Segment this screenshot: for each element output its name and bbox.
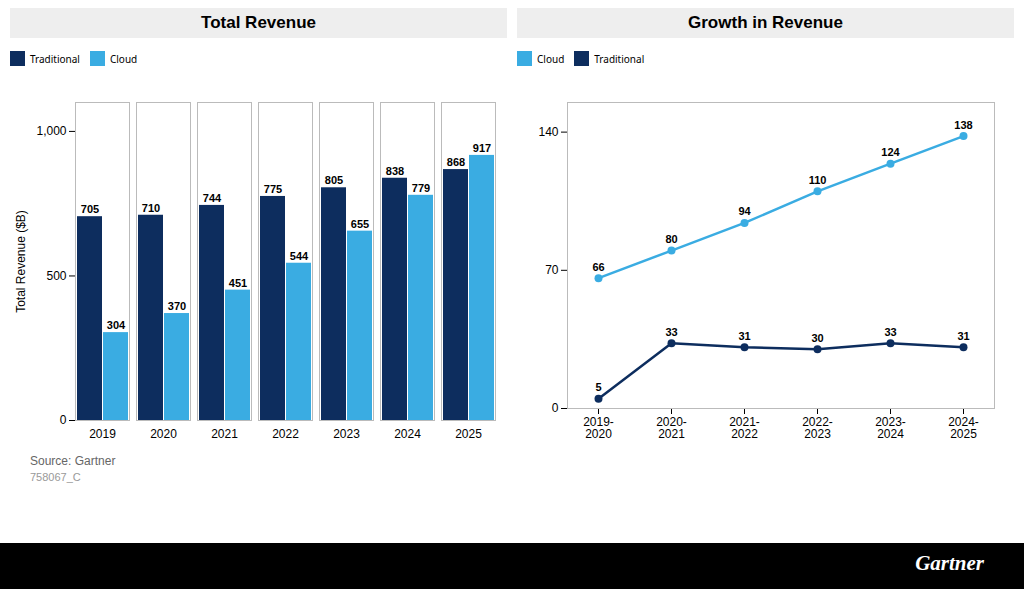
html-text:Source: Gartner: Source: Gartner (30, 454, 116, 468)
svg-text:2023: 2023 (333, 427, 360, 441)
svg-text:31: 31 (738, 330, 750, 342)
svg-text:805: 805 (325, 174, 343, 186)
svg-text:775: 775 (264, 183, 282, 195)
html-text:Growth in Revenue: Growth in Revenue (688, 13, 843, 32)
html-text:Traditional: Traditional (30, 51, 80, 66)
svg-text:2025: 2025 (455, 427, 482, 441)
svg-text:30: 30 (811, 332, 823, 344)
svg-text:Total Revenue ($B): Total Revenue ($B) (14, 210, 28, 313)
svg-text:140: 140 (538, 125, 558, 139)
svg-text:2021-2022: 2021-2022 (729, 415, 760, 441)
svg-text:544: 544 (290, 250, 309, 262)
svg-text:838: 838 (386, 165, 404, 177)
svg-text:33: 33 (884, 326, 896, 338)
svg-text:917: 917 (473, 142, 491, 154)
svg-text:2024: 2024 (394, 427, 421, 441)
svg-text:2019: 2019 (89, 427, 116, 441)
svg-text:0: 0 (60, 413, 67, 427)
svg-text:2019-2020: 2019-2020 (583, 415, 614, 441)
svg-text:2023-2024: 2023-2024 (875, 415, 906, 441)
svg-text:370: 370 (168, 300, 186, 312)
html-text:Traditional: Traditional (594, 51, 645, 66)
svg-text:500: 500 (46, 269, 66, 283)
svg-text:2020-2021: 2020-2021 (656, 415, 687, 441)
svg-text:70: 70 (545, 263, 559, 277)
svg-text:138: 138 (954, 119, 972, 131)
svg-text:124: 124 (881, 146, 900, 158)
svg-text:304: 304 (107, 319, 126, 331)
svg-text:33: 33 (665, 326, 677, 338)
svg-text:710: 710 (142, 202, 160, 214)
svg-text:2021: 2021 (211, 427, 238, 441)
svg-text:655: 655 (351, 218, 369, 230)
html-text:Total Revenue: Total Revenue (201, 13, 316, 32)
svg-text:451: 451 (229, 277, 247, 289)
svg-text:66: 66 (592, 261, 604, 273)
svg-text:868: 868 (447, 156, 465, 168)
svg-text:2020: 2020 (150, 427, 177, 441)
svg-text:31: 31 (957, 330, 969, 342)
svg-text:5: 5 (595, 381, 601, 393)
svg-text:779: 779 (412, 182, 430, 194)
svg-text:80: 80 (665, 233, 677, 245)
svg-text:2024-2025: 2024-2025 (948, 415, 979, 441)
svg-text:0: 0 (552, 401, 559, 415)
html-text:Cloud: Cloud (110, 51, 138, 66)
svg-text:744: 744 (203, 192, 222, 204)
svg-text:705: 705 (81, 203, 99, 215)
svg-text:2022-2023: 2022-2023 (802, 415, 833, 441)
svg-text:1,000: 1,000 (36, 124, 66, 138)
html-text:Cloud: Cloud (537, 51, 565, 66)
svg-text:2022: 2022 (272, 427, 299, 441)
svg-text:94: 94 (738, 205, 751, 217)
html-text:Gartner: Gartner (915, 551, 984, 575)
svg-text:110: 110 (809, 174, 827, 186)
html-text:758067_C: 758067_C (30, 471, 81, 483)
